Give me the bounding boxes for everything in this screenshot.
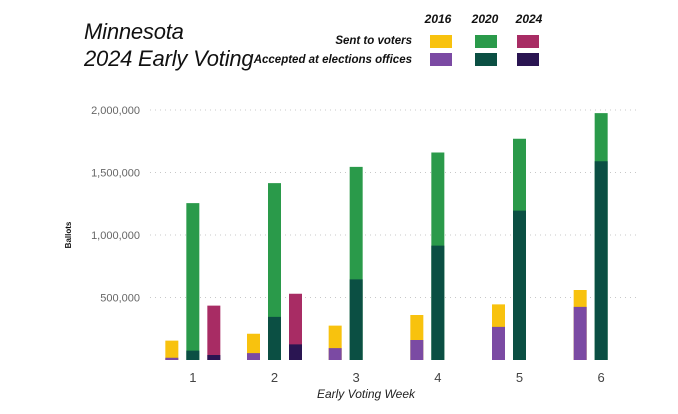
x-tick-label: 1 [189,370,196,385]
legend-swatch-2020-accepted [475,53,497,66]
x-tick-label: 5 [516,370,523,385]
legend-year-2016: 2016 [424,12,452,26]
chart-title: Minnesota 2024 Early Voting [84,18,254,72]
bar-2020-sent-week-1 [186,203,200,360]
x-tick-label: 6 [598,370,605,385]
x-axis-label: Early Voting Week [317,387,416,401]
legend-year-2024: 2024 [515,12,543,26]
bar-2016-accepted-week-4 [410,340,424,360]
bar-2020-accepted-week-2 [268,316,281,360]
bar-2020-sent-week-2 [268,183,281,360]
bar-2020-accepted-week-6 [594,161,608,360]
bar-2016-accepted-week-3 [328,348,342,360]
y-tick-label: 2,000,000 [91,105,140,117]
bar-2016-accepted-week-1 [165,357,179,360]
bar-2016-accepted-week-6 [573,306,587,360]
x-tick-label: 4 [434,370,441,385]
legend-year-2020: 2020 [471,12,499,26]
bar-2016-accepted-week-2 [247,353,260,360]
legend-swatch-2016-sent [430,35,452,48]
bar-2024-accepted-week-1 [207,355,221,360]
bar-2024-accepted-week-2 [289,344,302,360]
bar-2020-accepted-week-4 [431,245,445,360]
legend-swatch-2024-sent [517,35,539,48]
x-tick-label: 2 [271,370,278,385]
legend-label-accepted: Accepted at elections offices [253,54,412,66]
bar-2020-accepted-week-1 [186,350,200,360]
bar-2016-sent-week-1 [165,340,179,360]
chart-title-line-1: Minnesota [84,19,184,44]
y-tick-label: 1,500,000 [91,168,140,180]
bar-2016-accepted-week-5 [492,326,505,360]
chart-title-line-2: 2024 Early Voting [84,46,254,71]
bar-2024-sent-week-1 [207,305,221,360]
legend-label-sent: Sent to voters [335,35,412,47]
bar-2024-sent-week-2 [289,293,302,360]
legend-swatch-2016-accepted [430,53,452,66]
y-tick-label: 1,000,000 [91,230,140,242]
x-tick-label: 3 [353,370,360,385]
legend-swatch-2020-sent [475,35,497,48]
bar-2020-accepted-week-5 [513,210,526,360]
bar-2020-accepted-week-3 [349,279,363,360]
legend-swatch-2024-accepted [517,53,539,66]
y-tick-label: 500,000 [100,293,140,305]
y-axis-label: Ballots [64,221,73,248]
